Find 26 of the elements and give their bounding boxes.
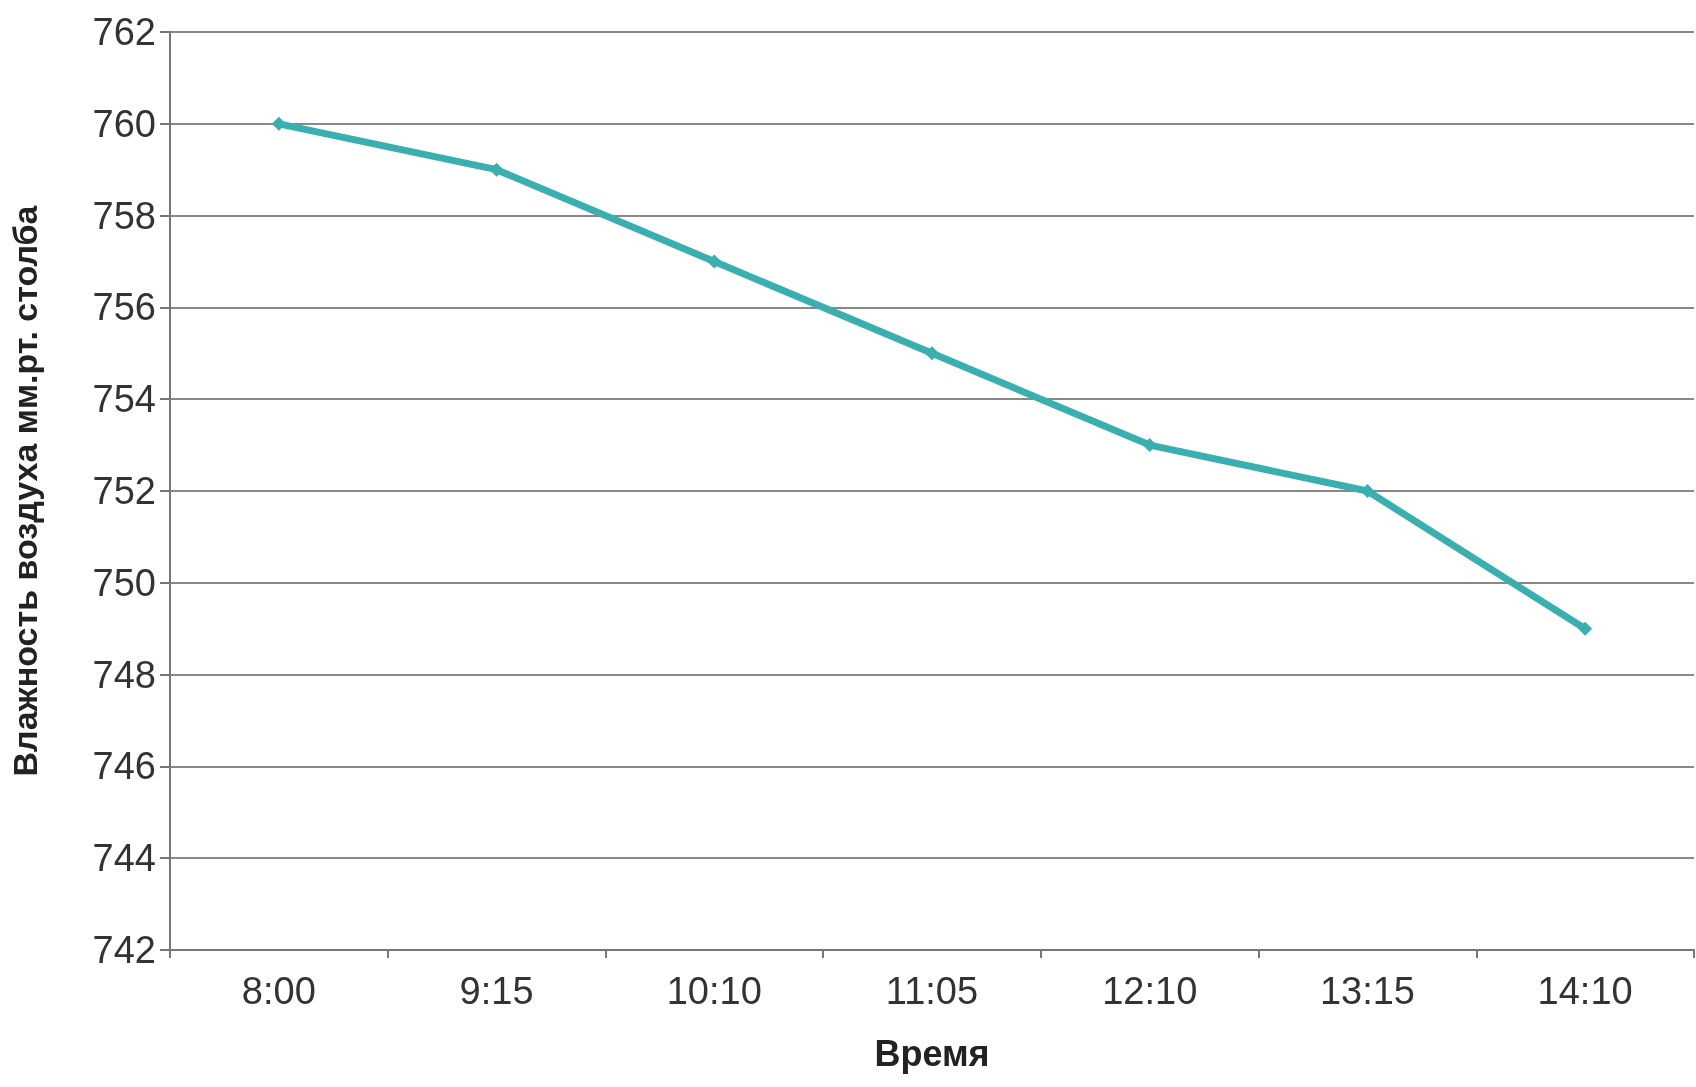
y-tick-label: 756 [92, 286, 156, 329]
point [925, 346, 939, 361]
y-tick-label: 742 [92, 929, 156, 971]
y-tick-label: 752 [92, 470, 156, 512]
y-tick-label: 754 [92, 378, 156, 421]
point [271, 116, 286, 131]
y-tick-label: 750 [92, 561, 156, 604]
x-tick-label: 14:10 [1537, 970, 1633, 1012]
y-tick-label: 758 [92, 194, 156, 237]
x-tick-label: 8:00 [241, 970, 316, 1012]
point [707, 254, 722, 269]
y-tick-label: 746 [92, 745, 156, 788]
x-axis-title: Время [874, 1032, 990, 1074]
y-axis-title: Влажность воздуха мм.рт. столба [6, 204, 44, 777]
x-tick-label: 9:15 [459, 970, 534, 1012]
point [1142, 438, 1157, 453]
x-tick-label: 13:15 [1319, 970, 1415, 1012]
x-tick-label: 10:10 [666, 970, 762, 1012]
y-tick-label: 762 [92, 11, 156, 53]
y-tick-label: 748 [92, 653, 156, 696]
x-tick-label: 11:05 [885, 970, 979, 1012]
x-tick-label: 12:10 [1102, 970, 1198, 1012]
point [1360, 484, 1375, 498]
y-tick-label: 760 [92, 102, 156, 145]
y-tick-label: 744 [92, 837, 156, 880]
point [1578, 621, 1593, 636]
